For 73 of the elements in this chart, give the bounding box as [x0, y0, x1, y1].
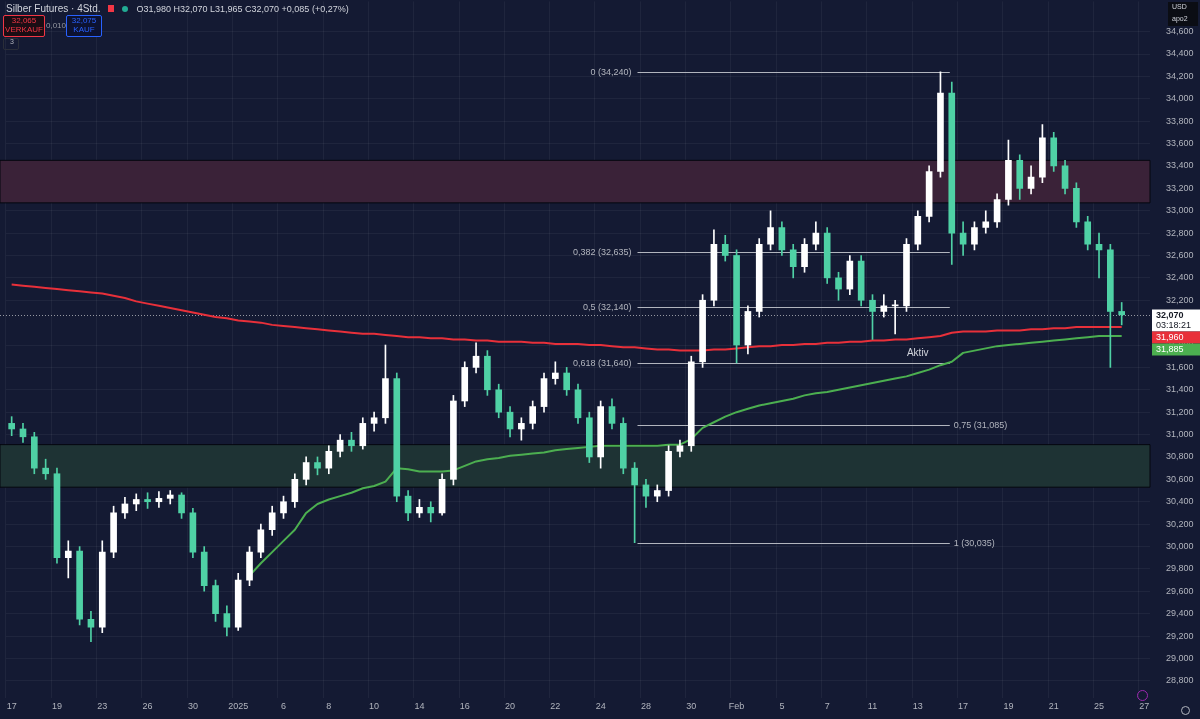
text: 31,960	[1156, 331, 1184, 342]
y-tick-label: 31,000	[1166, 429, 1194, 440]
x-tick-label: 17	[958, 701, 969, 712]
x-tick-label: 8	[326, 701, 332, 712]
x-tick-label: 16	[459, 701, 470, 712]
y-tick-label: 33,800	[1166, 115, 1194, 126]
ref-line-label: 0,75 (31,085)	[953, 419, 1008, 430]
y-tick-label: 30,000	[1166, 540, 1194, 551]
x-tick-label: 30	[187, 701, 198, 712]
ref-line-label: 0,618 (31,640)	[572, 357, 632, 368]
x-tick-label: 26	[142, 701, 153, 712]
y-tick-label: 31,400	[1166, 384, 1194, 395]
ref-line-label: 0,5 (32,140)	[582, 301, 632, 312]
x-tick-label: 19	[51, 701, 62, 712]
ref-line-label: 1 (30,035)	[953, 537, 995, 548]
y-tick-label: 32,600	[1166, 249, 1194, 260]
y-tick-label: 32,800	[1166, 227, 1194, 238]
candlestick	[1118, 302, 1126, 326]
y-tick-label: 34,000	[1166, 93, 1194, 104]
ref-line-label: 0,382 (32,635)	[572, 246, 632, 257]
y-tick-label: 30,200	[1166, 518, 1194, 529]
x-tick-label: 22	[550, 701, 561, 712]
x-tick-label: 5	[779, 701, 785, 712]
y-tick-label: 34,600	[1166, 26, 1194, 37]
x-tick-label: 23	[97, 701, 108, 712]
x-tick-label: 13	[912, 701, 923, 712]
annotation: Aktiv	[906, 346, 929, 358]
x-tick-label: 30	[686, 701, 697, 712]
y-tick-label: 29,800	[1166, 563, 1194, 574]
text: 03:18:21	[1156, 319, 1192, 330]
x-tick-label: 21	[1048, 701, 1059, 712]
y-tick-label: 30,800	[1166, 451, 1194, 462]
annotation: 32,065	[10, 16, 38, 25]
y-tick-label: 32,400	[1166, 272, 1194, 283]
x-tick-label: 20	[505, 701, 516, 712]
x-tick-label: 6	[281, 701, 287, 712]
annotation: 32,075	[70, 16, 98, 25]
x-tick-label: 17	[6, 701, 17, 712]
y-tick-label: 33,400	[1166, 160, 1194, 171]
y-tick-label: 33,200	[1166, 182, 1194, 193]
x-tick-label: 19	[1003, 701, 1014, 712]
y-tick-label: 34,200	[1166, 70, 1194, 81]
x-tick-label: Feb	[728, 701, 745, 712]
y-tick-label: 33,600	[1166, 138, 1194, 149]
x-tick-label: 14	[414, 701, 425, 712]
y-tick-label: 29,000	[1166, 652, 1194, 663]
x-tick-label: 27	[1139, 701, 1150, 712]
x-tick-label: 25	[1094, 701, 1105, 712]
annotation: VERKAUF	[4, 25, 44, 34]
y-tick-label: 34,400	[1166, 48, 1194, 59]
x-tick-label: 28	[640, 701, 651, 712]
y-tick-label: 28,800	[1166, 675, 1194, 686]
y-tick-label: 29,400	[1166, 608, 1194, 619]
y-tick-label: 31,600	[1166, 361, 1194, 372]
candlestick	[64, 540, 72, 579]
x-tick-label: 10	[369, 701, 380, 712]
y-tick-label: 29,200	[1166, 630, 1194, 641]
chart-title: Silber Futures · 4Std.	[6, 3, 101, 14]
x-tick-label: 24	[595, 701, 606, 712]
y-tick-label: 30,600	[1166, 473, 1194, 484]
y-tick-label: 31,200	[1166, 406, 1194, 417]
x-tick-label: 2025	[228, 701, 249, 712]
y-tick-label: 32,200	[1166, 294, 1194, 305]
x-tick-label: 7	[824, 701, 830, 712]
annotation: 0,010	[46, 21, 67, 30]
chart-subtitle: O31,980 H32,070 L31,965 C32,070 +0,085 (+0,27%)	[136, 3, 349, 14]
y-tick-label: 33,000	[1166, 205, 1194, 216]
y-tick-label: 30,400	[1166, 496, 1194, 507]
y-tick-label: 29,600	[1166, 585, 1194, 596]
ref-line-label: 32,070	[1156, 309, 1184, 320]
x-tick-label: 11	[867, 701, 878, 712]
annotation: KAUF	[72, 25, 96, 34]
ref-line-label: 0 (34,240)	[590, 66, 632, 77]
